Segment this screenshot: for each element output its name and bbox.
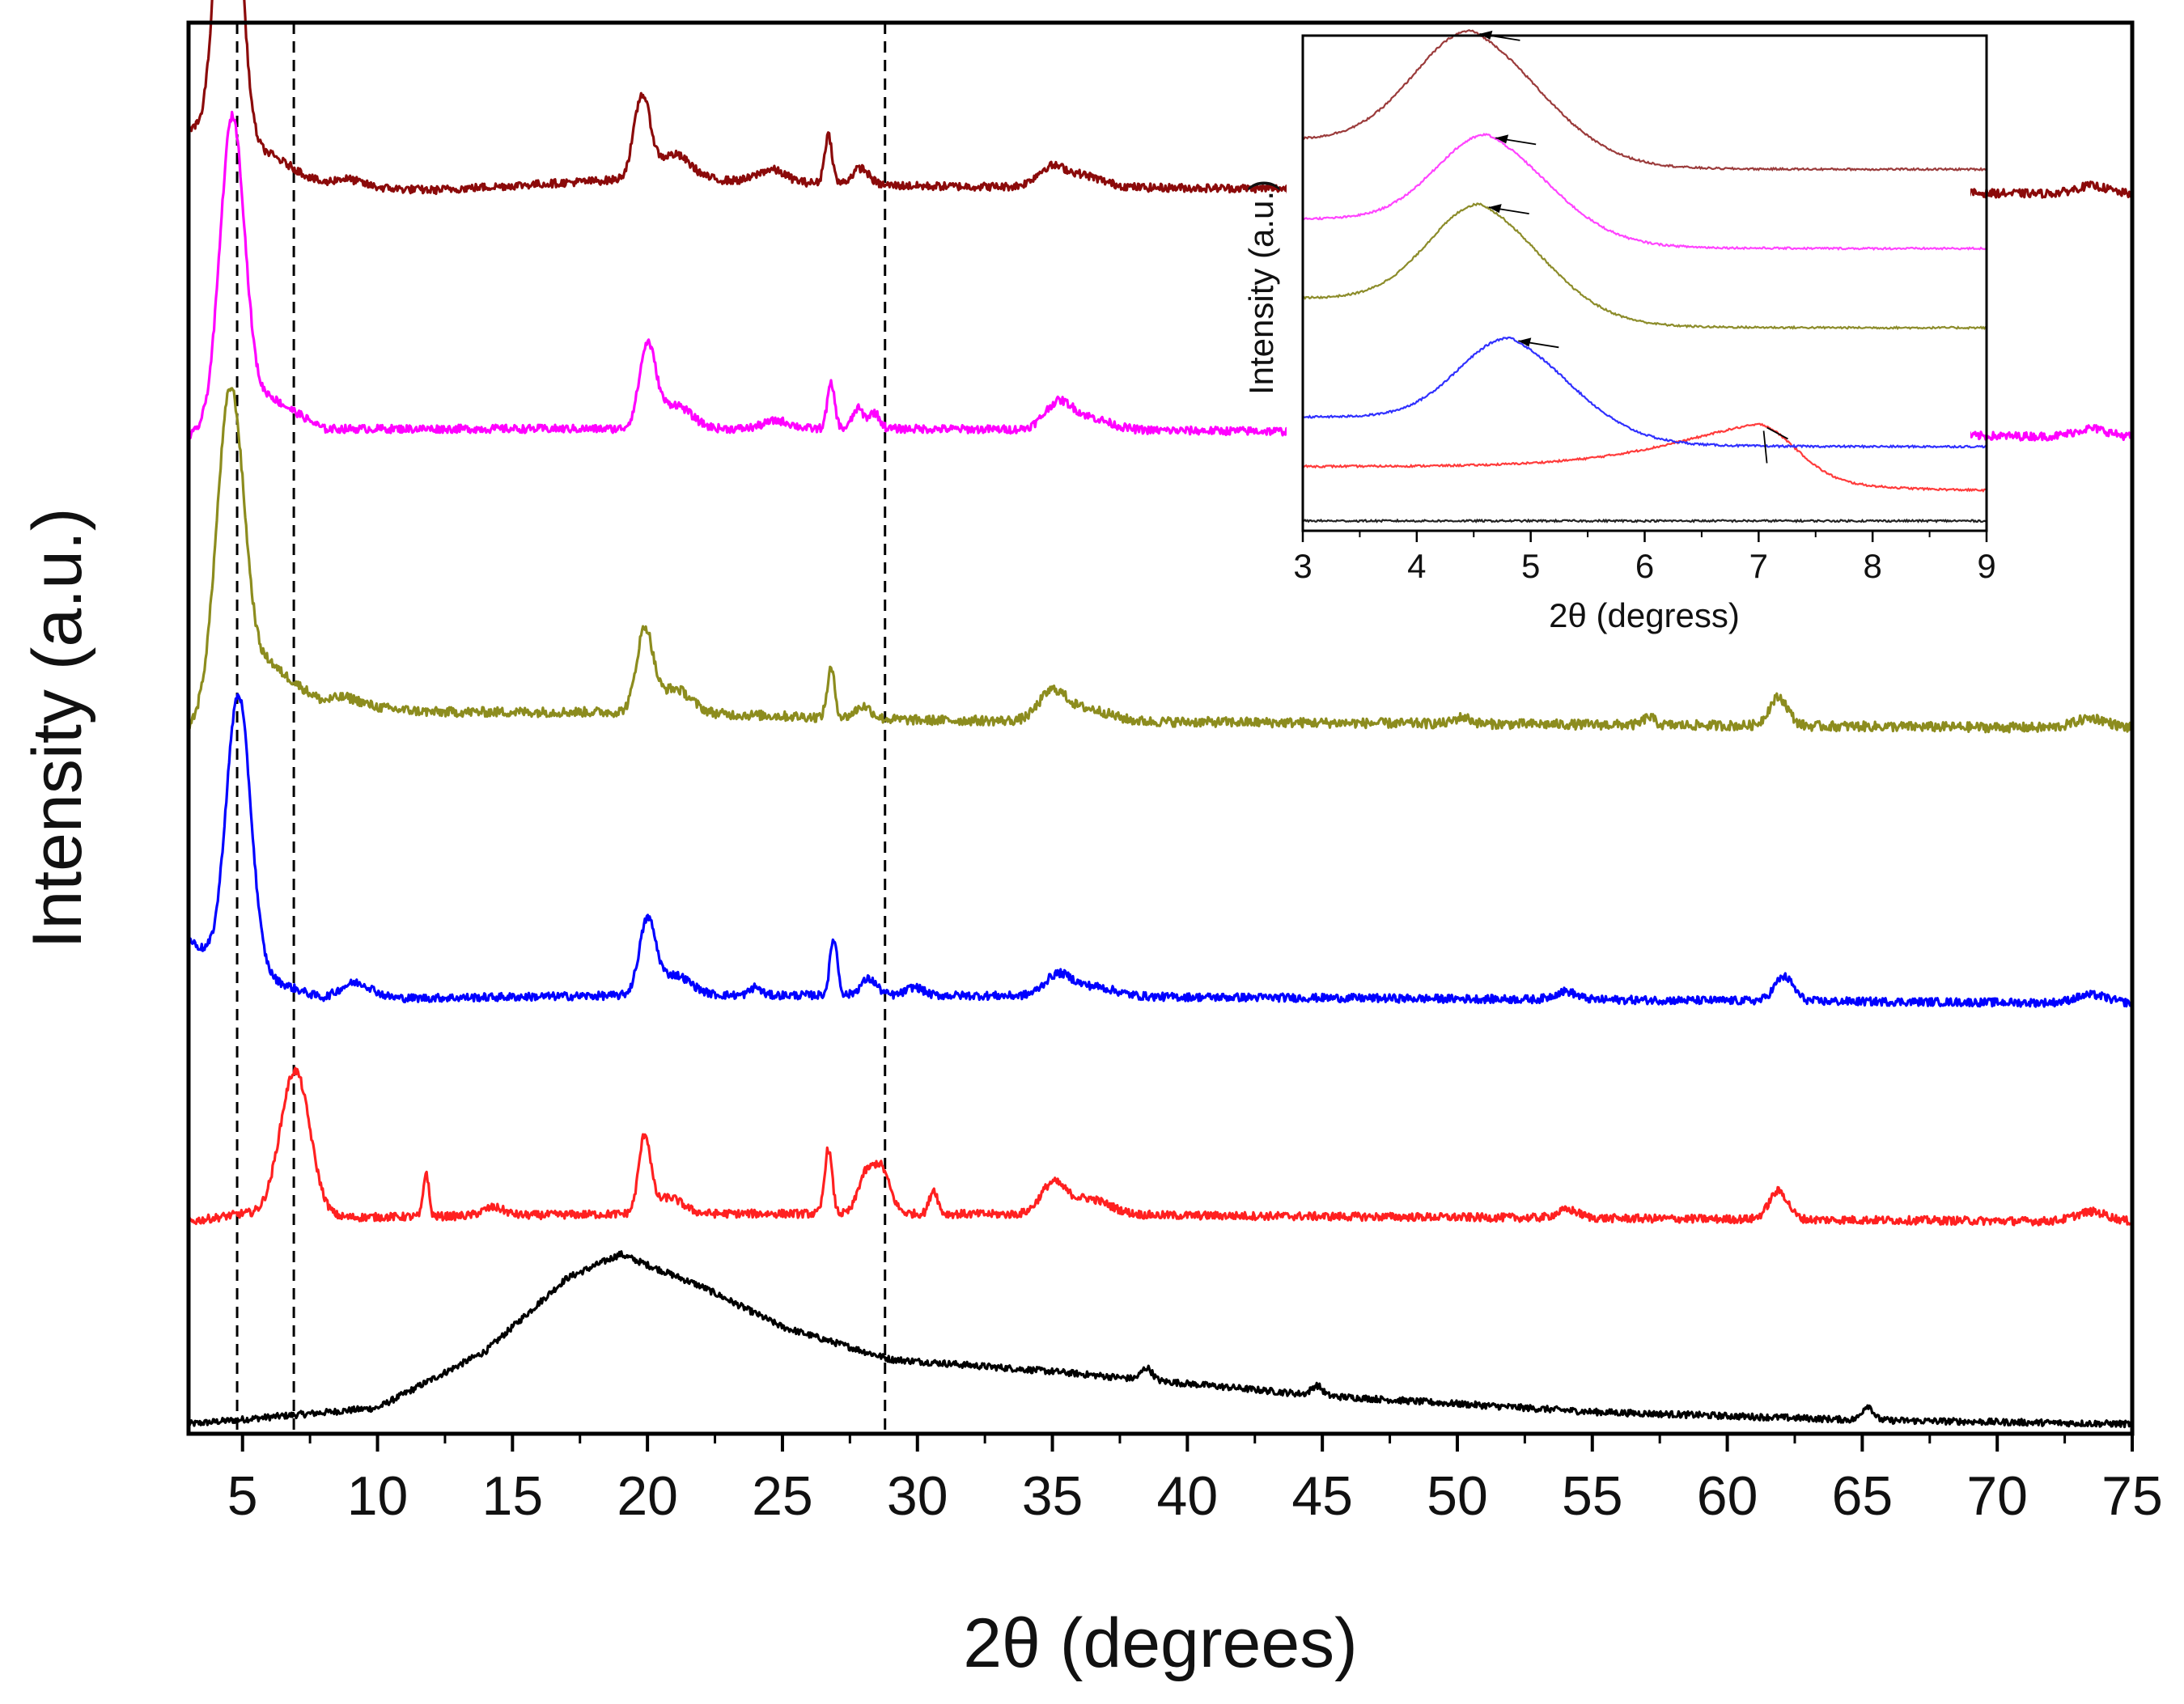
inset-plot: 3 4 5 6 7 8 9 2θ (degress) Intensity (a.u.) — [1242, 28, 1996, 634]
x-tick-label: 50 — [1427, 1465, 1488, 1527]
inset-x-tick-label: 6 — [1635, 547, 1654, 585]
x-tick-label: 20 — [617, 1465, 678, 1527]
series-line-d — [187, 387, 2134, 734]
inset-line-b — [1302, 422, 1987, 493]
inset-line-e — [1302, 132, 1987, 252]
main-plot: 5 10 15 20 25 30 35 40 45 50 55 60 65 70 75 2θ (degree… — [19, 0, 2163, 1682]
x-tick-label: 10 — [347, 1465, 409, 1527]
inset-x-tick-label: 7 — [1749, 547, 1768, 585]
series-line-b — [187, 1066, 2134, 1227]
series-line-a — [187, 1250, 2133, 1429]
main-plot-frame — [186, 20, 2135, 1436]
inset-line-f — [1303, 28, 1987, 172]
inset-line-d — [1302, 202, 1987, 331]
inset-line-a — [1302, 518, 1987, 523]
inset-x-axis-label: 2θ (degress) — [1549, 596, 1740, 634]
annotation-arrow — [1766, 426, 1788, 440]
x-tick-label: 75 — [2101, 1465, 2163, 1527]
inset-y-axis-label: Intensity (a.u.) — [1242, 180, 1280, 395]
reference-lines — [235, 23, 887, 1434]
x-tick-label: 55 — [1562, 1465, 1623, 1527]
x-tick-label: 25 — [752, 1465, 813, 1527]
x-tick-label: 70 — [1966, 1465, 2028, 1527]
x-tick-label: 30 — [887, 1465, 948, 1527]
annotation-arrowhead — [1488, 204, 1502, 214]
series-line-c — [187, 693, 2134, 1008]
x-tick-label: 65 — [1832, 1465, 1894, 1527]
annotation-arrow — [1762, 430, 1768, 464]
x-tick-label: 35 — [1022, 1465, 1084, 1527]
x-tick-label: 60 — [1697, 1465, 1758, 1527]
inset-peak-annotations — [1479, 30, 1788, 464]
inset-series-group — [1302, 28, 1987, 523]
x-tick-label: 40 — [1157, 1465, 1219, 1527]
inset-x-ticks: 3 4 5 6 7 8 9 — [1293, 531, 1996, 585]
inset-x-tick-label: 4 — [1407, 547, 1426, 585]
main-x-axis-label: 2θ (degrees) — [963, 1604, 1358, 1682]
inset-x-tick-label: 9 — [1977, 547, 1995, 585]
inset-x-tick-label: 3 — [1293, 547, 1312, 585]
x-tick-label: 5 — [227, 1465, 258, 1527]
x-tick-label: 15 — [482, 1465, 544, 1527]
annotation-arrowhead — [1495, 134, 1509, 144]
inset-line-c — [1302, 336, 1987, 449]
inset-background — [1287, 32, 1970, 526]
inset-x-tick-label: 8 — [1863, 547, 1881, 585]
main-x-ticks: 5 10 15 20 25 30 35 40 45 50 55 60 65 70 75 — [227, 1434, 2163, 1527]
annotation-arrowhead — [1518, 337, 1532, 347]
main-y-axis-label: Intensity (a.u.) — [19, 508, 96, 949]
x-tick-label: 45 — [1291, 1465, 1353, 1527]
inset-x-tick-label: 5 — [1521, 547, 1540, 585]
